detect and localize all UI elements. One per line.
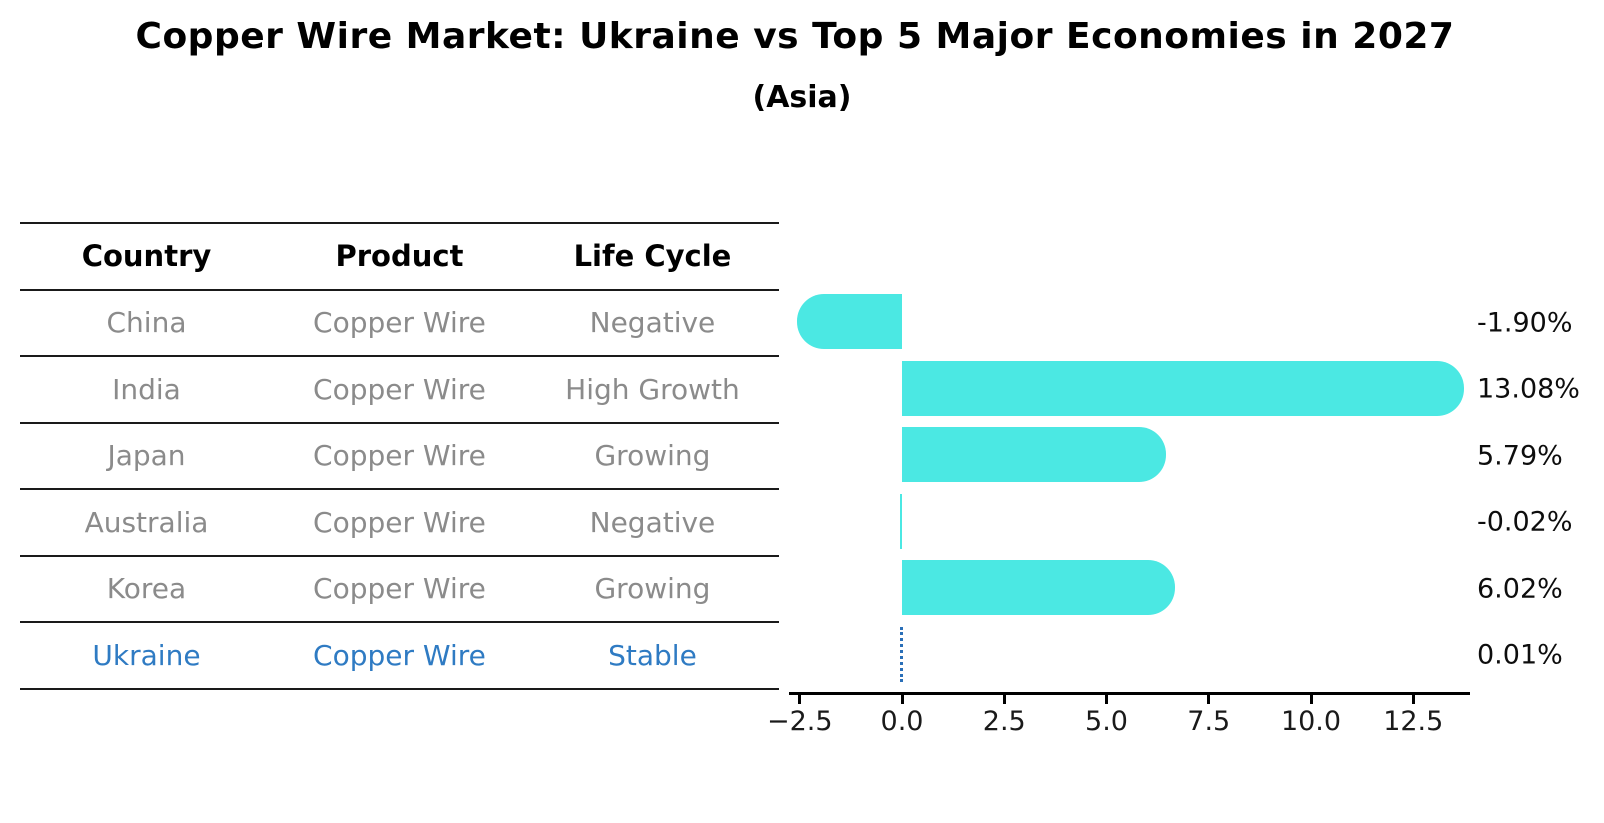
value-label: 0.01% bbox=[1477, 639, 1563, 671]
cell-life-cycle: Stable bbox=[608, 638, 697, 672]
x-axis-tick-label: −2.5 bbox=[766, 706, 833, 737]
bar-japan bbox=[902, 427, 1166, 483]
value-label: 5.79% bbox=[1477, 440, 1563, 472]
x-axis-tick bbox=[1002, 693, 1006, 704]
x-axis-tick bbox=[1309, 693, 1313, 704]
cell-product: Copper Wire bbox=[313, 505, 486, 539]
bar-china bbox=[797, 294, 902, 350]
value-label: -0.02% bbox=[1477, 506, 1573, 538]
x-axis-line bbox=[789, 692, 1470, 695]
cell-product: Copper Wire bbox=[313, 372, 486, 406]
cell-product: Copper Wire bbox=[313, 306, 486, 340]
bar-india bbox=[902, 360, 1464, 416]
bar-korea bbox=[902, 560, 1176, 616]
page-subtitle: (Asia) bbox=[752, 80, 852, 115]
table-row: Ukraine Copper Wire Stable bbox=[20, 621, 779, 690]
table-row: India Copper Wire High Growth bbox=[20, 355, 779, 422]
cell-product: Copper Wire bbox=[313, 638, 486, 672]
cell-country: China bbox=[106, 306, 187, 340]
x-axis-tick-label: 7.5 bbox=[1187, 706, 1231, 737]
bar-australia bbox=[900, 493, 902, 549]
table-row: China Copper Wire Negative bbox=[20, 288, 779, 356]
table-row: Korea Copper Wire Growing bbox=[20, 554, 779, 622]
page-title: Copper Wire Market: Ukraine vs Top 5 Maj… bbox=[135, 16, 1455, 57]
x-axis-tick-label: 5.0 bbox=[1085, 706, 1128, 737]
header-cell-life-cycle: Life Cycle bbox=[573, 239, 732, 274]
x-axis-tick bbox=[1411, 693, 1415, 704]
value-label: -1.90% bbox=[1477, 307, 1573, 339]
x-axis-tick-label: 2.5 bbox=[982, 706, 1026, 737]
cell-country: Japan bbox=[107, 439, 186, 473]
cell-product: Copper Wire bbox=[313, 572, 486, 606]
table-header-row: Country Product Life Cycle bbox=[20, 222, 779, 289]
cell-life-cycle: Negative bbox=[589, 306, 716, 340]
cell-country: Korea bbox=[106, 572, 187, 606]
comparison-table: Country Product Life Cycle China Copper W… bbox=[20, 222, 779, 690]
cell-life-cycle: Growing bbox=[594, 572, 711, 606]
x-axis-tick-label: 0.0 bbox=[880, 706, 924, 737]
cell-country: Ukraine bbox=[92, 638, 201, 672]
cell-country: India bbox=[112, 372, 181, 406]
x-axis-tick bbox=[1207, 693, 1211, 704]
cell-life-cycle: Negative bbox=[589, 505, 716, 539]
value-label: 6.02% bbox=[1477, 573, 1563, 605]
cell-life-cycle: Growing bbox=[594, 439, 711, 473]
table-row: Japan Copper Wire Growing bbox=[20, 421, 779, 489]
cell-product: Copper Wire bbox=[313, 439, 486, 473]
table-row: Australia Copper Wire Negative bbox=[20, 488, 779, 555]
value-label: 13.08% bbox=[1477, 373, 1580, 405]
cell-country: Australia bbox=[84, 505, 209, 539]
cell-life-cycle: High Growth bbox=[565, 372, 740, 406]
ukraine-zero-line bbox=[900, 626, 903, 682]
x-axis-tick bbox=[900, 693, 904, 704]
x-axis-tick-label: 12.5 bbox=[1383, 706, 1444, 737]
x-axis-tick bbox=[1105, 693, 1108, 704]
header-cell-product: Product bbox=[335, 239, 464, 274]
header-cell-country: Country bbox=[81, 239, 212, 274]
x-axis-tick bbox=[798, 693, 802, 704]
x-axis-tick-label: 10.0 bbox=[1280, 706, 1342, 737]
